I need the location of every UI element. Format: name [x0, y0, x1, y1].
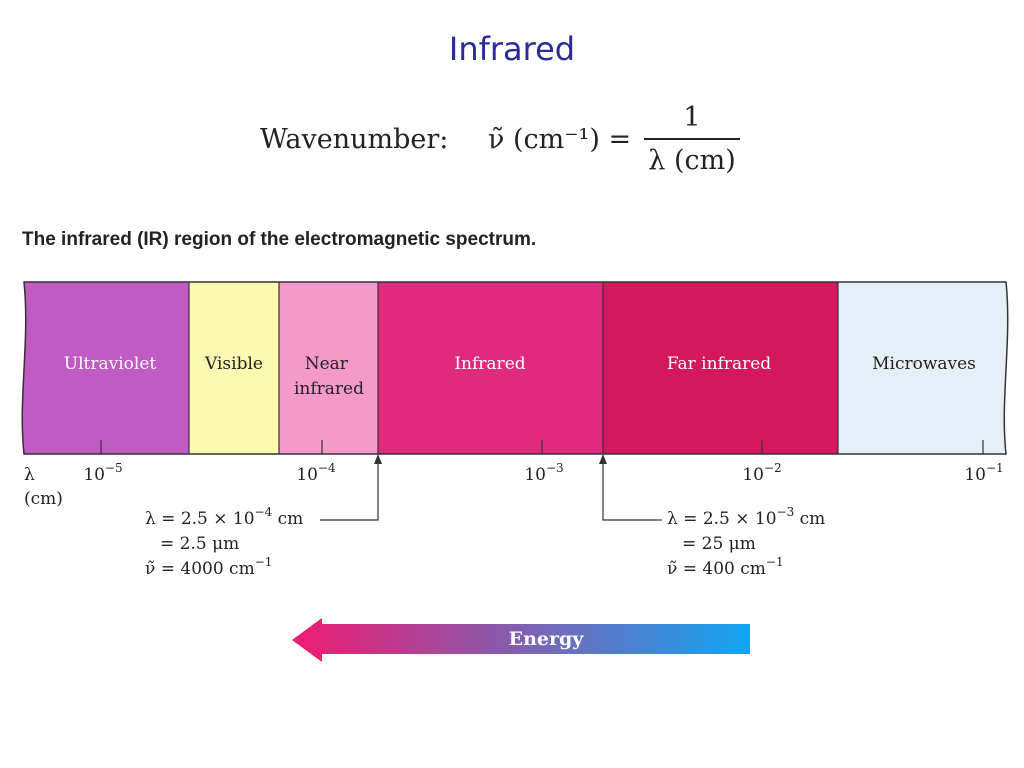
left-pointer [320, 454, 382, 521]
fraction-bar [644, 138, 740, 140]
formula-fraction: 1 λ (cm) [644, 100, 740, 178]
region-visible [189, 282, 279, 454]
axis-unit: (cm) [24, 489, 63, 509]
left-annotation-line-3: ν̃ = 4000 cm−1 [145, 555, 272, 579]
formula-label: Wavenumber: [260, 124, 449, 155]
band-outline [21, 281, 1009, 455]
right-pointer [599, 454, 662, 521]
spectrum-diagram: Ultraviolet Visible Near infrared Infrar… [21, 281, 1009, 579]
region-ultraviolet [22, 282, 189, 454]
right-pointer-arrowhead [599, 454, 607, 464]
energy-label: Energy [508, 628, 584, 650]
axis-symbol: λ [24, 465, 35, 485]
region-label-far-infrared: Far infrared [667, 354, 771, 374]
tick-label: 10−5 [83, 461, 122, 485]
region-microwaves [838, 282, 1008, 454]
region-infrared [378, 282, 603, 454]
left-pointer-line [320, 460, 379, 521]
left-annotation-line-1: λ = 2.5 × 10−4 cm [145, 505, 303, 529]
tick-marks [100, 440, 984, 454]
right-pointer-line [602, 460, 662, 521]
left-annotation-line-2: = 2.5 μm [160, 534, 239, 554]
region-label-ultraviolet: Ultraviolet [64, 354, 157, 374]
region-label-infrared: Infrared [454, 354, 525, 374]
formula-numerator: 1 [683, 102, 701, 133]
slide-title: Infrared [448, 30, 576, 68]
right-annotation-line-3: ν̃ = 400 cm−1 [667, 555, 784, 579]
region-label-microwaves: Microwaves [872, 354, 976, 374]
spectrum-band [22, 282, 1008, 454]
left-pointer-arrowhead [374, 454, 382, 464]
energy-arrow-shape [292, 618, 750, 662]
boundary-lines [188, 282, 839, 454]
right-annotation-line-2: = 25 μm [682, 534, 756, 554]
formula-lhs: ν̃ (cm⁻¹) = [488, 124, 632, 155]
region-label-visible: Visible [204, 354, 263, 374]
region-label-near-infrared: Near infrared [294, 354, 364, 399]
tick-label: 10−4 [296, 461, 336, 485]
right-annotation-line-1: λ = 2.5 × 10−3 cm [667, 505, 825, 529]
tick-label: 10−2 [742, 461, 781, 485]
tick-label: 10−3 [524, 461, 563, 485]
region-near-infrared [279, 282, 378, 454]
energy-arrow: Energy [292, 618, 750, 662]
spectrum-caption: The infrared (IR) region of the electrom… [22, 229, 537, 250]
tick-label: 10−1 [964, 461, 1003, 485]
region-far-infrared [603, 282, 838, 454]
formula-denominator: λ (cm) [648, 145, 736, 176]
